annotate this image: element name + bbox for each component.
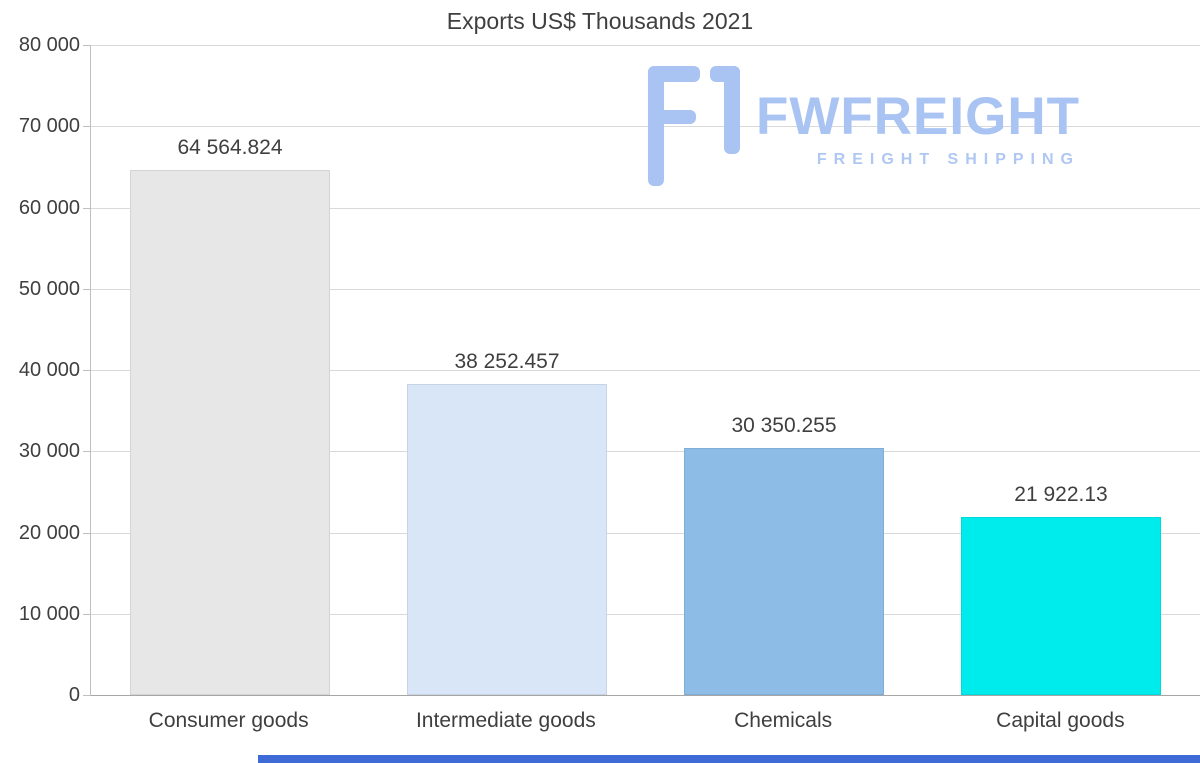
- bar-chemicals: [684, 448, 884, 695]
- footer-strip: [258, 755, 1200, 763]
- gridline: [91, 208, 1200, 209]
- y-axis-label: 70 000: [18, 115, 80, 137]
- y-tick-icon: [83, 126, 91, 127]
- gridline: [91, 614, 1200, 615]
- logo-text-block: FWFREIGHT FREIGHT SHIPPING: [756, 66, 1080, 169]
- y-axis-label: 80 000: [18, 34, 80, 56]
- y-tick-icon: [83, 614, 91, 615]
- gridline: [91, 370, 1200, 371]
- gridline: [91, 451, 1200, 452]
- chart-title: Exports US$ Thousands 2021: [446, 8, 754, 34]
- category-label: Intermediate goods: [415, 709, 596, 732]
- gridline: [91, 45, 1200, 46]
- y-tick-icon: [83, 208, 91, 209]
- y-axis-label: 40 000: [18, 359, 80, 381]
- y-axis-label: 10 000: [18, 603, 80, 625]
- bar-value-label: 64 564.824: [177, 136, 283, 159]
- category-label: Chemicals: [734, 709, 833, 732]
- category-label: Capital goods: [996, 709, 1125, 732]
- gridline: [91, 126, 1200, 127]
- y-axis-label: 60 000: [18, 197, 80, 219]
- bar-value-label: 38 252.457: [454, 350, 560, 373]
- y-tick-icon: [83, 370, 91, 371]
- gridline: [91, 533, 1200, 534]
- plot-area: 64 564.824 38 252.457 30 350.255 21 922.13: [83, 45, 1200, 696]
- gridline: [91, 289, 1200, 290]
- bar-intermediate-goods: [407, 384, 607, 695]
- y-axis-label: 50 000: [18, 278, 80, 300]
- fwfreight-mark-icon: [648, 66, 740, 186]
- y-tick-icon: [83, 695, 91, 696]
- y-tick-icon: [83, 45, 91, 46]
- bar-value-label: 30 350.255: [731, 414, 837, 437]
- y-tick-icon: [83, 289, 91, 290]
- bar-value-label: 21 922.13: [1014, 483, 1108, 506]
- fwfreight-logo: FWFREIGHT FREIGHT SHIPPING: [648, 66, 1080, 186]
- logo-tagline: FREIGHT SHIPPING: [816, 151, 1080, 168]
- y-tick-icon: [83, 451, 91, 452]
- y-axis-label: 20 000: [18, 522, 80, 544]
- bar-consumer-goods: [130, 170, 330, 695]
- category-label: Consumer goods: [148, 709, 309, 732]
- gridline: [91, 695, 1200, 696]
- y-tick-icon: [83, 533, 91, 534]
- logo-name: FWFREIGHT: [756, 87, 1080, 146]
- y-axis-label: 30 000: [18, 440, 80, 462]
- y-axis-label: 0: [68, 684, 80, 706]
- bar-capital-goods: [961, 517, 1161, 695]
